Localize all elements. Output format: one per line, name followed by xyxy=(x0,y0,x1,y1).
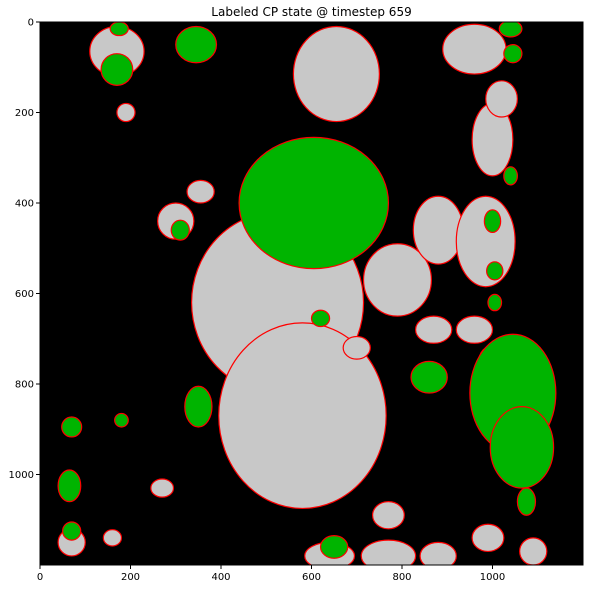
green-region-19 xyxy=(516,487,537,516)
green-region-12 xyxy=(57,469,82,503)
green-region-15 xyxy=(184,385,213,428)
green-region-17 xyxy=(310,309,331,328)
grey-region-23 xyxy=(186,179,215,204)
x-tick-label: 200 xyxy=(121,572,140,583)
grey-region-5 xyxy=(412,195,464,265)
green-region-11 xyxy=(487,293,503,312)
green-region-0 xyxy=(238,136,390,270)
region-layer xyxy=(57,22,557,565)
green-region-21 xyxy=(114,412,129,428)
y-axis: 0 200 400 600 800 1000 xyxy=(9,18,40,481)
green-region-9 xyxy=(483,209,502,234)
x-tick-label: 600 xyxy=(302,572,321,583)
grey-region-10 xyxy=(414,315,453,344)
green-region-2 xyxy=(489,406,555,489)
green-region-20 xyxy=(503,166,518,186)
y-tick-label: 0 xyxy=(28,18,34,29)
x-axis: 0 200 400 600 800 1000 xyxy=(37,565,505,583)
green-region-5 xyxy=(100,53,134,86)
y-tick-label: 400 xyxy=(15,199,34,210)
x-tick-label: 1000 xyxy=(480,572,505,583)
grey-region-8 xyxy=(442,23,507,75)
green-region-6 xyxy=(109,22,129,37)
y-tick-label: 600 xyxy=(15,289,34,300)
grey-region-0 xyxy=(292,25,380,123)
green-region-10 xyxy=(486,261,504,281)
green-region-13 xyxy=(62,521,82,541)
grey-region-16 xyxy=(471,523,505,553)
grey-region-15 xyxy=(419,541,457,565)
y-tick-label: 800 xyxy=(15,380,34,391)
green-region-3 xyxy=(410,360,448,394)
grey-region-11 xyxy=(455,315,494,344)
grey-region-4 xyxy=(362,243,433,317)
grey-region-25 xyxy=(102,529,123,547)
grey-region-14 xyxy=(360,539,417,565)
grey-region-13 xyxy=(371,501,405,530)
y-tick-label: 200 xyxy=(15,108,34,119)
green-region-8 xyxy=(503,44,523,64)
x-tick-label: 0 xyxy=(37,572,43,583)
grey-region-21 xyxy=(150,478,175,498)
grey-region-20 xyxy=(116,102,136,123)
green-region-16 xyxy=(170,219,190,241)
green-region-18 xyxy=(319,534,349,559)
grey-region-24 xyxy=(342,335,371,360)
grey-region-6 xyxy=(455,195,516,288)
chart-title: Labeled CP state @ timestep 659 xyxy=(211,5,411,19)
y-tick-label: 1000 xyxy=(9,470,34,481)
green-region-4 xyxy=(175,25,218,64)
grey-region-2 xyxy=(218,322,387,510)
grey-region-9 xyxy=(485,80,518,118)
x-tick-label: 800 xyxy=(392,572,411,583)
grey-region-17 xyxy=(519,537,548,565)
x-tick-label: 400 xyxy=(211,572,230,583)
green-region-7 xyxy=(498,22,523,38)
green-region-14 xyxy=(61,416,83,438)
